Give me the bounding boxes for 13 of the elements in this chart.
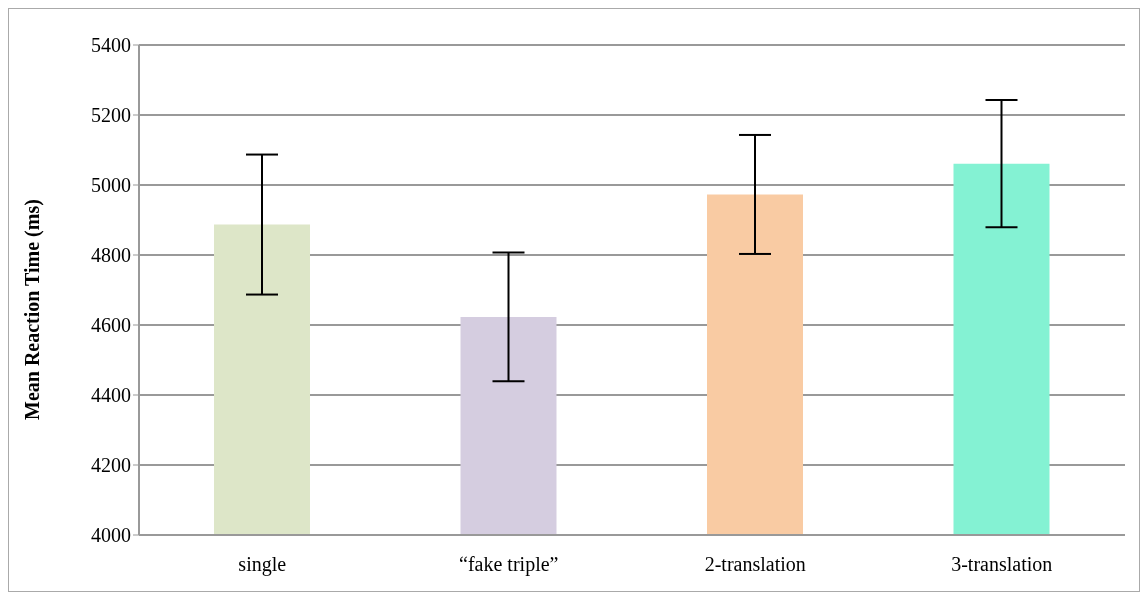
x-tick-label: single [238, 553, 287, 577]
x-tick-label: 2-translation [704, 553, 806, 576]
y-axis-title: Mean Reaction Time (ms) [21, 199, 45, 420]
y-tick-label: 4800 [91, 244, 131, 267]
x-tick-label: 3-translation [951, 553, 1053, 576]
y-tick-label: 5400 [91, 34, 131, 57]
y-tick-label: 4600 [91, 314, 131, 337]
y-tick-label: 4200 [91, 454, 131, 477]
y-tick-label: 5200 [91, 104, 131, 127]
x-tick-label: “fake triple” [459, 553, 559, 577]
y-tick-label: 4400 [91, 384, 131, 407]
y-tick-label: 4000 [91, 524, 131, 547]
y-tick-label: 5000 [91, 174, 131, 197]
